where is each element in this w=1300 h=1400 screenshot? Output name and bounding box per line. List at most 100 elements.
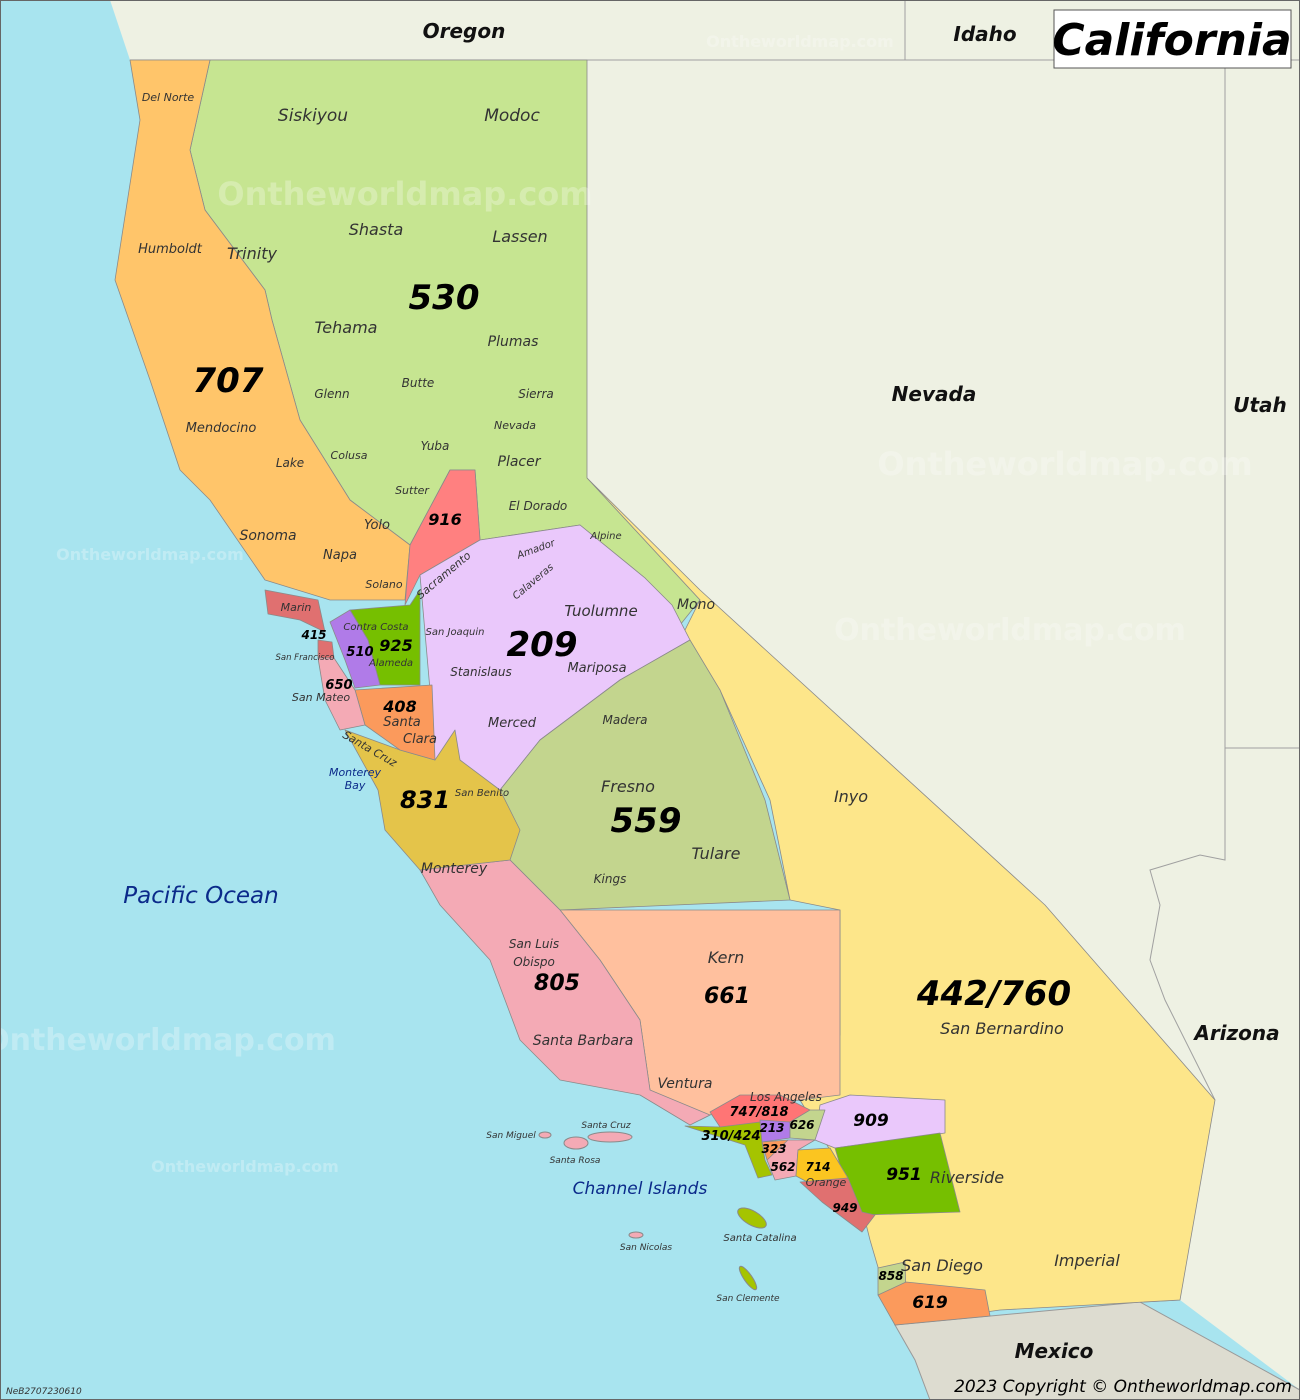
water-label: Monterey — [329, 766, 382, 779]
area-code-label: 530 — [409, 278, 480, 318]
county-label: Plumas — [488, 334, 539, 350]
copyright: 2023 Copyright © Ontheworldmap.com — [954, 1377, 1292, 1397]
region-619[interactable] — [877, 1281, 991, 1326]
area-code-label: 619 — [912, 1293, 948, 1313]
island-santa-catalina — [737, 1207, 767, 1229]
map-title: California — [1052, 15, 1291, 66]
county-label: Kern — [708, 948, 744, 967]
county-label: Inyo — [834, 787, 868, 806]
area-code-label: 858 — [878, 1269, 903, 1283]
county-label: Nevada — [494, 419, 536, 432]
county-label: Santa Cruz — [581, 1121, 631, 1131]
county-label: Ventura — [658, 1076, 713, 1092]
county-label: Los Angeles — [750, 1090, 822, 1104]
county-label: Butte — [402, 376, 435, 390]
county-label: Obispo — [513, 955, 555, 969]
county-label: Monterey — [421, 861, 488, 877]
island-santa-cruz — [587, 1131, 633, 1143]
region-415[interactable] — [264, 589, 326, 633]
county-label: Kings — [594, 872, 627, 886]
county-label: Sonoma — [239, 528, 296, 544]
county-label: San Nicolas — [620, 1243, 672, 1253]
county-label: San Miguel — [486, 1131, 536, 1141]
county-label: Trinity — [227, 244, 277, 263]
county-label: Santa Rosa — [550, 1156, 601, 1166]
county-label: Fresno — [601, 777, 655, 796]
county-label: Placer — [498, 454, 542, 470]
county-label: Tehama — [315, 318, 378, 337]
island-san-nicolas — [628, 1231, 644, 1239]
county-label: Del Norte — [142, 91, 195, 104]
neighbor-label: Mexico — [1015, 1339, 1094, 1363]
county-label: Santa Catalina — [723, 1233, 796, 1244]
island-san-clemente — [738, 1265, 758, 1291]
county-label: Yolo — [364, 518, 390, 533]
area-code-label: 209 — [507, 625, 578, 665]
map-code: NeB2707230610 — [6, 1387, 82, 1397]
county-label: San Joaquin — [426, 627, 485, 638]
watermark: Ontheworldmap.com — [706, 32, 894, 51]
area-code-label: 323 — [761, 1142, 786, 1156]
county-label: Alpine — [589, 531, 621, 542]
county-label: Yuba — [421, 439, 450, 453]
county-label: Napa — [323, 548, 357, 563]
county-label: Tulare — [692, 844, 741, 863]
area-code-label: 562 — [770, 1160, 795, 1174]
state-borders — [130, 0, 1300, 1303]
area-code-label: 831 — [400, 786, 450, 814]
county-label: Madera — [603, 713, 648, 727]
county-label: Mariposa — [567, 661, 626, 676]
county-label: San Mateo — [292, 691, 351, 704]
county-label: Sierra — [518, 387, 554, 401]
county-label: Tuolumne — [564, 602, 637, 620]
region-510[interactable] — [329, 609, 381, 689]
neighbor-label: Nevada — [892, 382, 977, 406]
county-label: Humboldt — [138, 242, 203, 257]
county-label: Marin — [281, 601, 312, 614]
watermark: Ontheworldmap.com — [834, 613, 1186, 648]
island-san-miguel — [538, 1131, 552, 1139]
county-label: Lassen — [492, 227, 547, 246]
area-code-label: 951 — [886, 1165, 922, 1185]
area-code-label: 415 — [300, 628, 326, 642]
county-label: San Francisco — [275, 653, 334, 663]
county-label: Mono — [677, 597, 715, 613]
neighbor-label: Idaho — [953, 22, 1016, 46]
county-label: San Benito — [455, 788, 509, 799]
county-label: Glenn — [314, 387, 349, 401]
county-label: Solano — [365, 578, 402, 591]
area-code-label: 747/818 — [729, 1105, 788, 1120]
region-310-424[interactable] — [684, 1121, 773, 1179]
area-code-label: 661 — [704, 984, 750, 1009]
area-code-label: 925 — [379, 636, 412, 655]
county-label: Merced — [488, 716, 537, 731]
region-626[interactable] — [789, 1109, 826, 1141]
county-label: Contra Costa — [343, 622, 408, 633]
county-label: Orange — [806, 1176, 847, 1189]
area-code-label: 949 — [832, 1201, 857, 1215]
county-label: Lake — [276, 456, 304, 470]
county-label: El Dorado — [509, 499, 568, 513]
region-949[interactable] — [799, 1177, 876, 1233]
county-label: Shasta — [349, 220, 404, 239]
neighbor-land-main — [110, 0, 1300, 1390]
county-label: San Diego — [901, 1256, 983, 1275]
county-label: Mendocino — [186, 421, 257, 436]
title-box — [1053, 9, 1292, 69]
region-650[interactable] — [317, 657, 366, 731]
county-label: Santa Barbara — [533, 1033, 634, 1049]
region-805[interactable] — [419, 859, 711, 1126]
watermark: Ontheworldmap.com — [217, 175, 592, 213]
area-code-label: 626 — [789, 1118, 814, 1132]
watermark: Ontheworldmap.com — [0, 1023, 336, 1058]
area-code-label: 707 — [193, 361, 264, 401]
neighbor-label: Utah — [1233, 393, 1287, 417]
water-label: Bay — [345, 779, 366, 792]
area-code-label: 310/424 — [701, 1129, 760, 1144]
county-label: Riverside — [930, 1168, 1004, 1187]
area-code-label: 408 — [382, 697, 416, 716]
neighbor-label: Arizona — [1192, 1021, 1279, 1045]
county-label: Clara — [403, 732, 437, 747]
county-label: Imperial — [1054, 1251, 1120, 1270]
county-label: Alameda — [368, 658, 413, 669]
